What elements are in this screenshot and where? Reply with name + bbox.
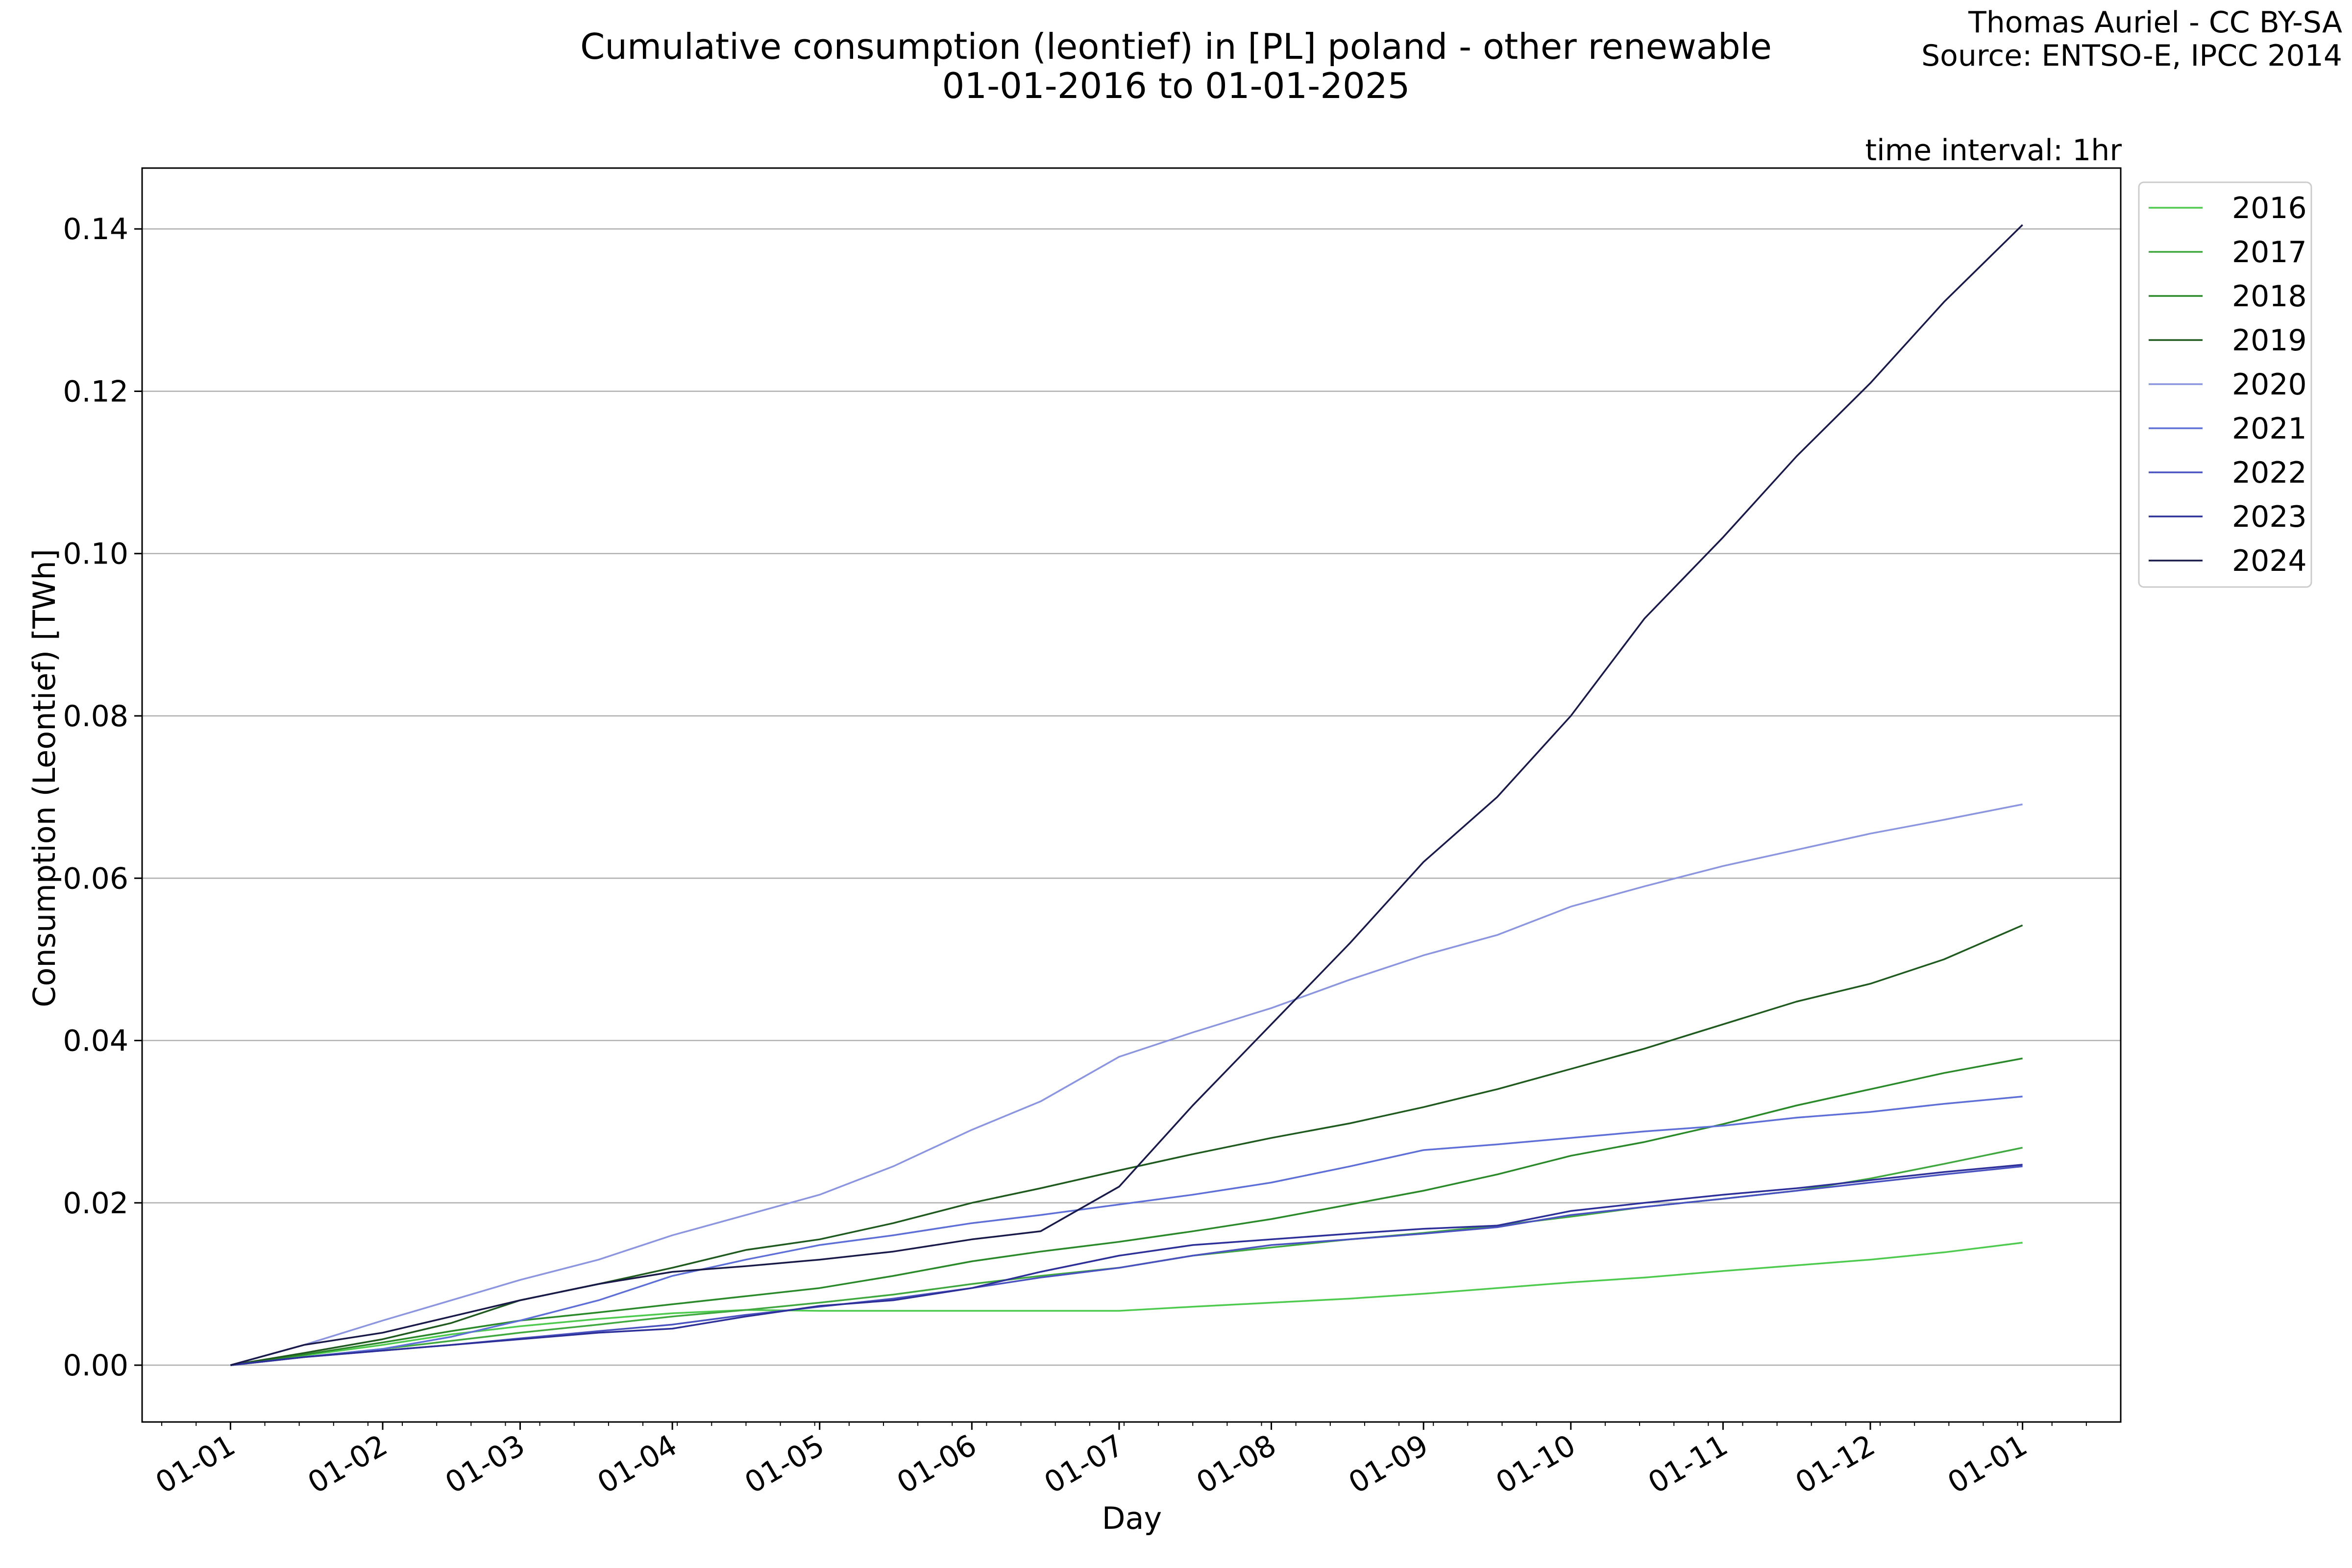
legend-label-2016: 2016 xyxy=(2232,191,2307,225)
x-tick-label: 01-11 xyxy=(1642,1428,1734,1500)
chart-subtitle: 01-01-2016 to 01-01-2025 xyxy=(942,65,1410,106)
y-axis-label: Consumption (Leontief) [TWh] xyxy=(26,549,62,1007)
x-axis: 01-01 01-02 01-03 01-04 01-05 01-06 01-07 01-08… xyxy=(150,1422,2087,1500)
series-line-2024 xyxy=(230,224,2023,1366)
chart-title: Cumulative consumption (leontief) in [PL… xyxy=(580,26,1772,67)
credit-author: Thomas Auriel - CC BY-SA xyxy=(1968,5,2342,40)
series-line-2016 xyxy=(230,1242,2023,1366)
y-tick-label: 0.12 xyxy=(63,374,128,409)
credit-source: Source: ENTSO-E, IPCC 2014 xyxy=(1921,39,2342,73)
legend: 2016 2017 2018 2019 2020 2021 2022 2023 2024 xyxy=(2138,181,2312,588)
y-tick-label: 0.08 xyxy=(63,699,128,734)
series-line-2023 xyxy=(230,1164,2023,1366)
series-lines xyxy=(230,224,2023,1366)
x-tick-label: 01-09 xyxy=(1343,1428,1434,1500)
y-tick-label: 0.14 xyxy=(63,212,128,246)
legend-label-2018: 2018 xyxy=(2232,279,2307,314)
y-tick-label: 0.02 xyxy=(63,1186,128,1221)
y-axis: 0.00 0.02 0.04 0.06 0.08 0.10 0.12 0.14 xyxy=(63,212,142,1383)
x-axis-label: Day xyxy=(1102,1500,1162,1536)
y-tick-label: 0.00 xyxy=(63,1348,128,1383)
x-tick-label: 01-01 xyxy=(1942,1428,2033,1500)
legend-label-2017: 2017 xyxy=(2232,235,2307,270)
x-tick-label: 01-04 xyxy=(592,1428,683,1500)
y-tick-label: 0.10 xyxy=(63,537,128,571)
time-interval-annotation: time interval: 1hr xyxy=(1865,133,2122,168)
series-line-2020 xyxy=(230,803,2023,1366)
x-tick-label: 01-06 xyxy=(891,1428,982,1500)
legend-label-2020: 2020 xyxy=(2232,368,2307,402)
plot-area-frame xyxy=(141,167,2122,1423)
x-tick-label: 01-08 xyxy=(1191,1428,1282,1500)
legend-label-2023: 2023 xyxy=(2232,500,2307,534)
series-line-2021 xyxy=(230,1096,2023,1366)
x-tick-label: 01-05 xyxy=(739,1428,830,1500)
legend-box xyxy=(2138,181,2312,588)
x-tick-label: 01-10 xyxy=(1490,1428,1581,1500)
legend-label-2024: 2024 xyxy=(2232,544,2307,578)
x-tick-label: 01-07 xyxy=(1038,1428,1129,1500)
x-tick-label: 01-12 xyxy=(1789,1428,1881,1500)
legend-label-2021: 2021 xyxy=(2232,412,2307,446)
series-line-2019 xyxy=(230,924,2023,1366)
series-line-2018 xyxy=(230,1057,2023,1366)
series-line-2017 xyxy=(230,1147,2023,1366)
x-tick-label: 01-02 xyxy=(302,1428,393,1500)
gridlines xyxy=(142,228,2121,1366)
legend-label-2019: 2019 xyxy=(2232,323,2307,358)
y-tick-label: 0.06 xyxy=(63,861,128,896)
legend-label-2022: 2022 xyxy=(2232,456,2307,490)
x-tick-label: 01-03 xyxy=(440,1428,531,1500)
y-tick-label: 0.04 xyxy=(63,1024,128,1058)
x-tick-label: 01-01 xyxy=(150,1428,241,1500)
